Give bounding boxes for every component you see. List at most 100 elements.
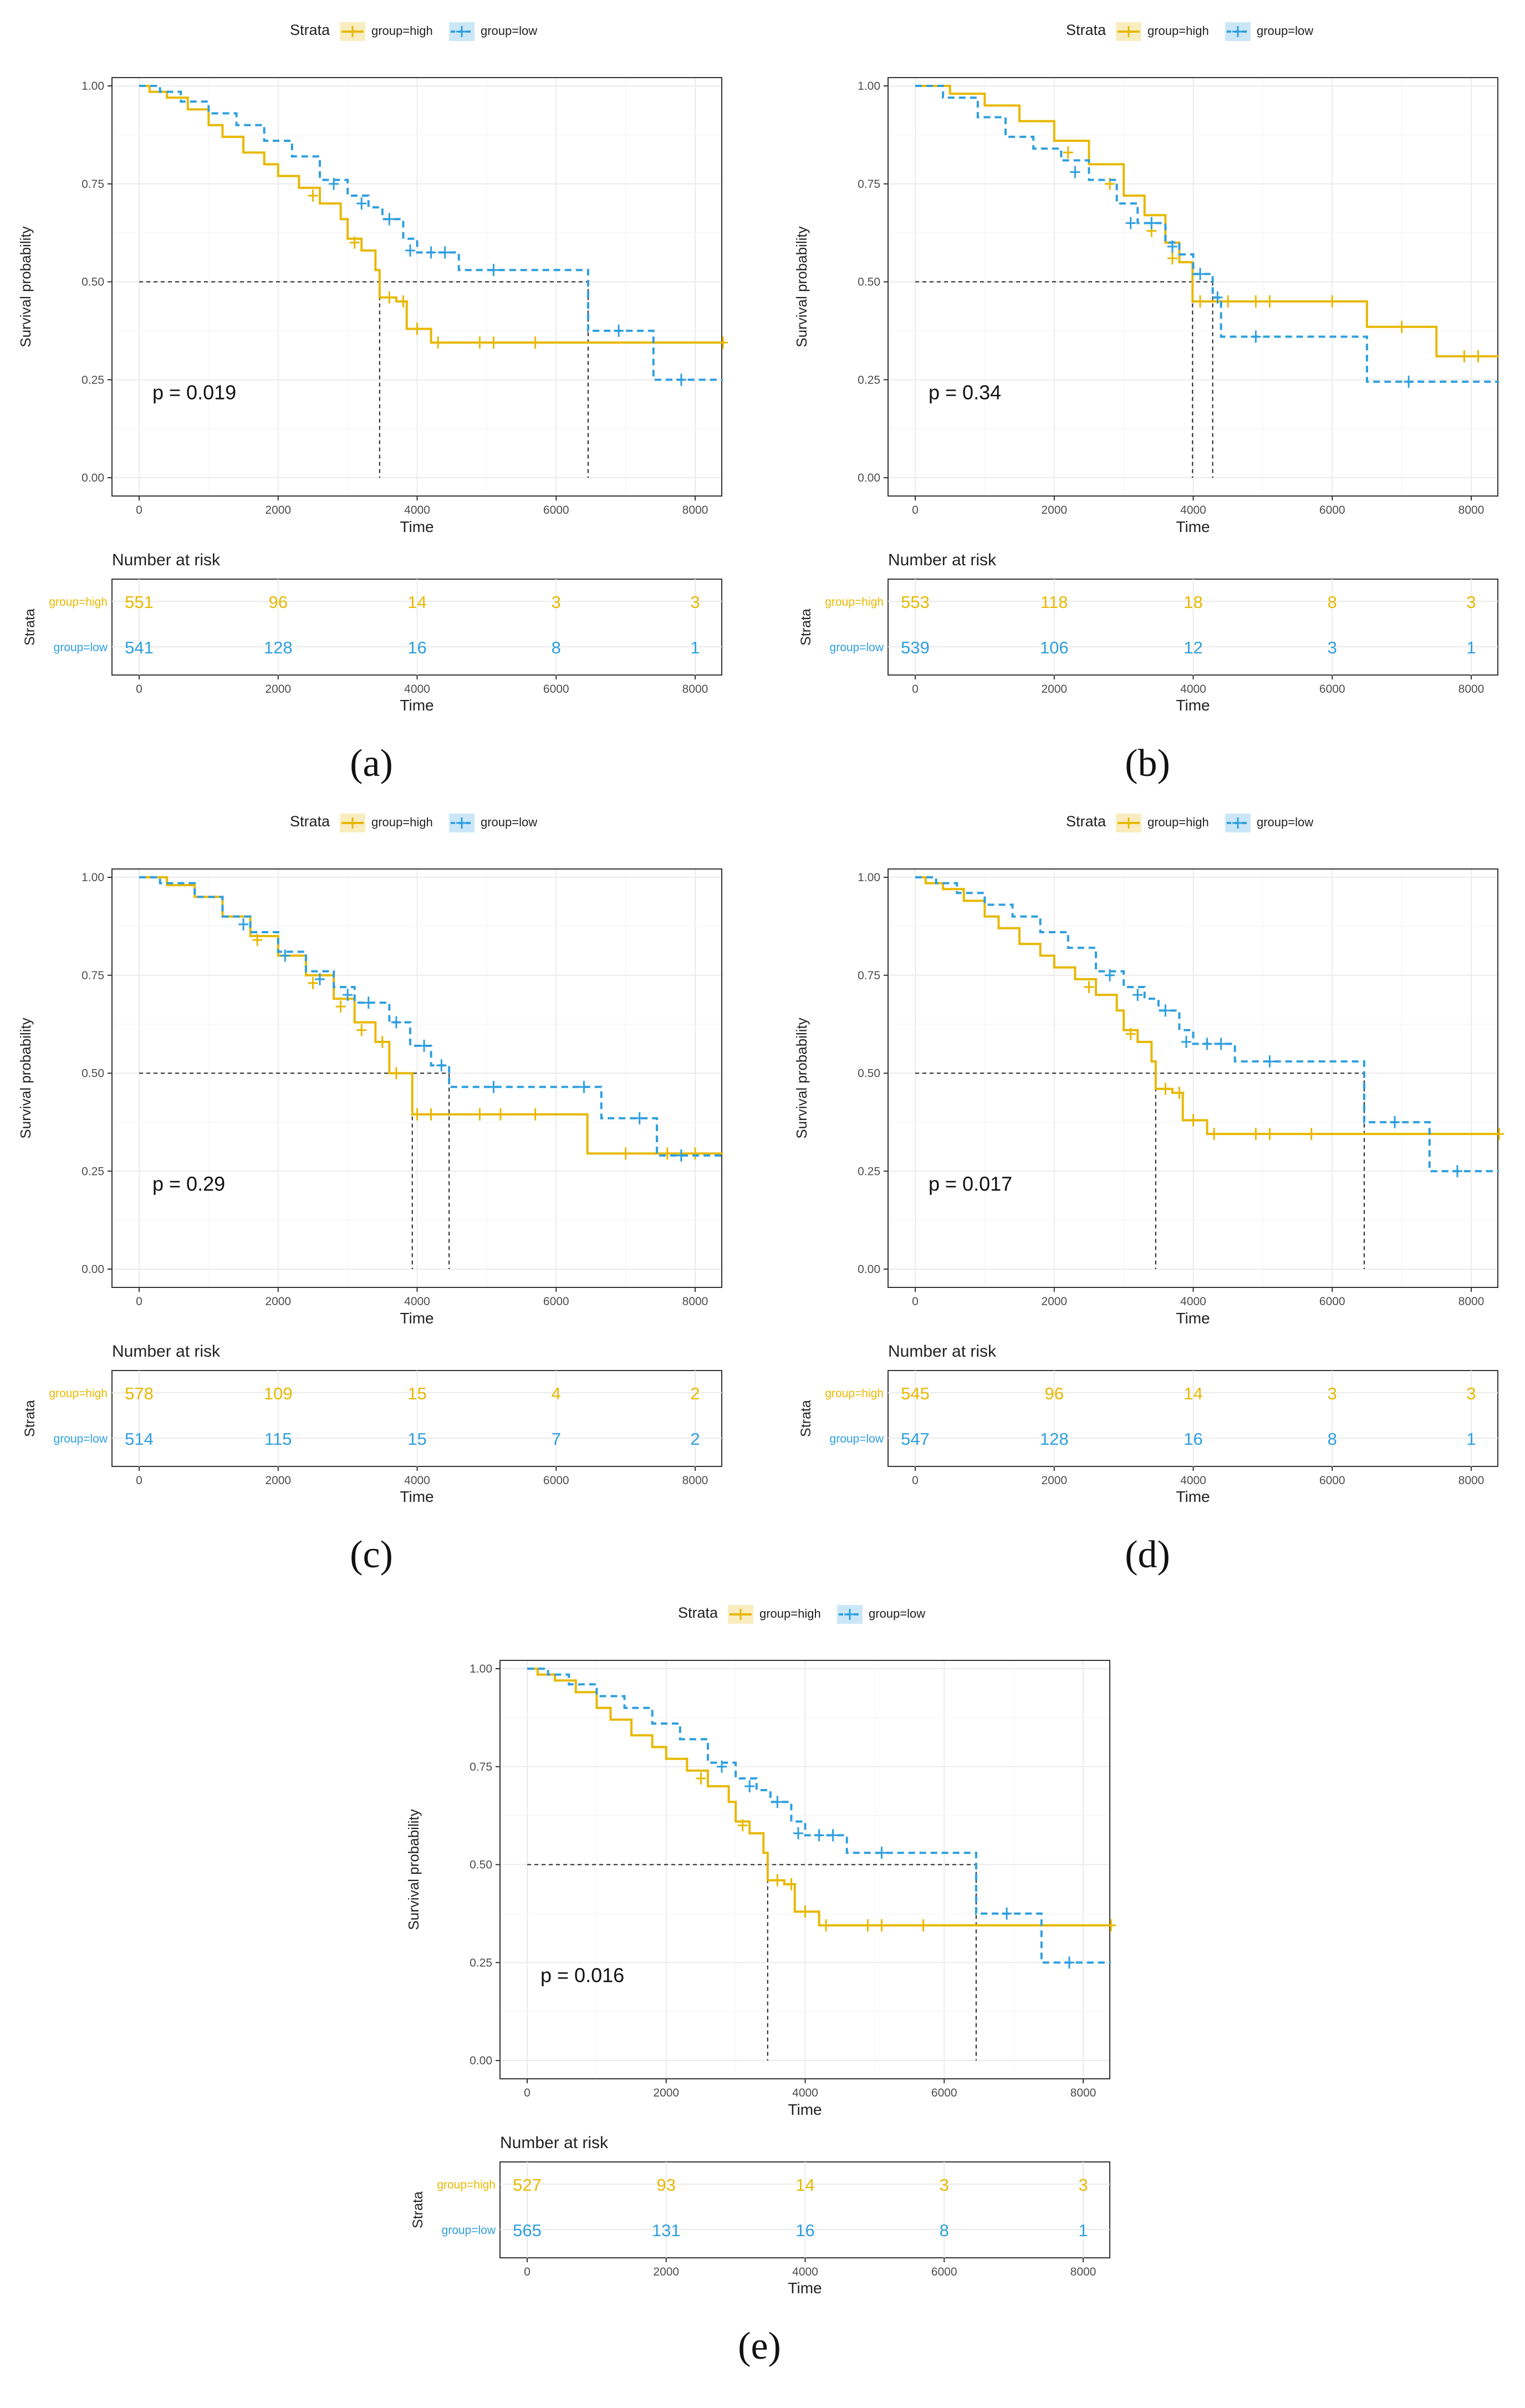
censor-mark-high <box>1264 1128 1275 1141</box>
risk-value-high: 109 <box>264 1384 293 1403</box>
risk-x-tick-label: 4000 <box>792 2266 818 2278</box>
y-tick-label: 0.25 <box>81 374 104 386</box>
censor-mark-high <box>530 1108 540 1121</box>
censor-mark-low <box>1146 217 1157 229</box>
censor-mark-high <box>308 977 318 989</box>
risk-value-high: 3 <box>1078 2175 1088 2195</box>
censor-mark-high <box>391 1067 401 1080</box>
p-value: p = 0.016 <box>540 1964 624 1987</box>
x-tick-label: 4000 <box>404 1295 430 1308</box>
gridlines <box>112 78 722 496</box>
censor-mark-low <box>676 374 686 386</box>
y-tick-label: 0.00 <box>858 1263 880 1276</box>
legend-censor-low <box>456 26 467 37</box>
risk-value-low: 1 <box>1466 638 1476 657</box>
risk-row-label-high: group=high <box>825 596 884 609</box>
risk-value-high: 553 <box>901 592 930 612</box>
risk-value-low: 514 <box>125 1429 154 1449</box>
x-tick-label: 6000 <box>1319 504 1345 517</box>
censor-mark-high <box>1396 320 1407 333</box>
risk-value-low: 547 <box>901 1429 930 1449</box>
risk-x-tick-label: 0 <box>136 1474 142 1487</box>
legend: Strata group=high group=low <box>290 22 537 41</box>
censor-mark-high <box>737 1819 748 1832</box>
y-tick-label: 0.25 <box>81 1165 104 1178</box>
risk-table: Number at risk group=high group=low Strata 5… <box>22 551 722 714</box>
censor-mark-high <box>696 1772 706 1785</box>
censor-mark-low <box>1202 1037 1212 1050</box>
censor-mark-high <box>800 1905 810 1918</box>
risk-value-high: 14 <box>407 592 426 612</box>
risk-row-label-low: group=low <box>54 1433 108 1445</box>
risk-value-high: 545 <box>901 1384 930 1403</box>
y-tick-label: 0.50 <box>858 1067 880 1080</box>
censor-mark-low <box>419 1040 430 1052</box>
x-tick-label: 8000 <box>1458 1295 1485 1308</box>
risk-table-title: Number at risk <box>112 551 221 569</box>
x-tick-label: 0 <box>136 1295 142 1308</box>
panel-label: (b) <box>1125 742 1170 785</box>
risk-value-low: 128 <box>264 638 293 657</box>
risk-value-high: 551 <box>125 592 154 612</box>
censor-mark-high <box>863 1919 873 1932</box>
risk-table: Number at risk group=high group=low Strata 5… <box>410 2134 1110 2297</box>
censor-mark-low <box>634 1112 645 1124</box>
legend-title: Strata <box>1066 813 1106 830</box>
risk-table-title: Number at risk <box>112 1342 221 1361</box>
censor-mark-high <box>1084 980 1094 993</box>
legend-censor-low <box>1232 26 1243 37</box>
censor-mark-low <box>1160 1004 1171 1017</box>
censor-mark-high <box>662 1147 672 1160</box>
risk-value-low: 565 <box>513 2221 542 2240</box>
censor-mark-high <box>1106 1919 1116 1932</box>
x-tick-label: 8000 <box>682 1295 708 1308</box>
risk-value-low: 15 <box>407 1429 426 1449</box>
censor-mark-high <box>475 1108 485 1121</box>
censor-mark-low <box>876 1847 887 1859</box>
risk-value-low: 16 <box>795 2221 814 2240</box>
censor-mark-low <box>488 264 499 277</box>
censor-mark-low <box>1452 1165 1462 1178</box>
x-tick-label: 8000 <box>1070 2087 1096 2099</box>
y-axis-label: Survival probability <box>17 226 34 347</box>
risk-x-axis-label: Time <box>1176 697 1210 714</box>
x-tick-label: 2000 <box>265 504 291 517</box>
censor-mark-low <box>814 1829 824 1842</box>
legend-censor-high <box>347 817 358 829</box>
censor-mark-low <box>1195 268 1206 280</box>
censor-mark-high <box>1494 1128 1504 1141</box>
risk-value-high: 93 <box>657 2175 676 2195</box>
y-axis-label: Survival probability <box>405 1809 422 1930</box>
risk-value-low: 1 <box>690 638 700 657</box>
panel-label: (a) <box>350 742 393 785</box>
censor-mark-low <box>1105 969 1115 981</box>
legend-censor-high <box>735 1609 746 1620</box>
y-tick-label: 0.25 <box>858 374 880 386</box>
censor-mark-low <box>1167 240 1177 253</box>
risk-y-label: Strata <box>22 1400 38 1437</box>
risk-value-low: 7 <box>552 1429 561 1449</box>
risk-table-title: Number at risk <box>500 2134 609 2152</box>
y-tick-label: 0.00 <box>81 472 104 484</box>
survival-curve-low <box>915 85 1500 383</box>
censor-mark-low <box>343 989 353 1001</box>
censor-mark-high <box>530 336 540 349</box>
risk-value-low: 539 <box>901 638 930 657</box>
legend-censor-low <box>844 1609 855 1620</box>
censor-mark-low <box>1070 166 1080 178</box>
risk-value-high: 3 <box>1328 1384 1337 1403</box>
censor-mark-low <box>1264 1055 1275 1068</box>
survival-curve-high <box>915 876 1500 1136</box>
y-tick-label: 0.75 <box>858 178 880 191</box>
legend-censor-high <box>1123 817 1134 829</box>
risk-row-label-high: group=high <box>49 596 108 609</box>
panel-label: (e) <box>738 2325 781 2368</box>
risk-x-tick-label: 8000 <box>1458 683 1485 696</box>
risk-value-high: 527 <box>513 2175 542 2195</box>
survival-curve-low <box>139 876 723 1157</box>
censor-mark-low <box>1212 291 1223 304</box>
censor-mark-high <box>718 336 728 349</box>
risk-x-tick-label: 0 <box>912 683 919 696</box>
risk-value-high: 96 <box>1045 1384 1064 1403</box>
